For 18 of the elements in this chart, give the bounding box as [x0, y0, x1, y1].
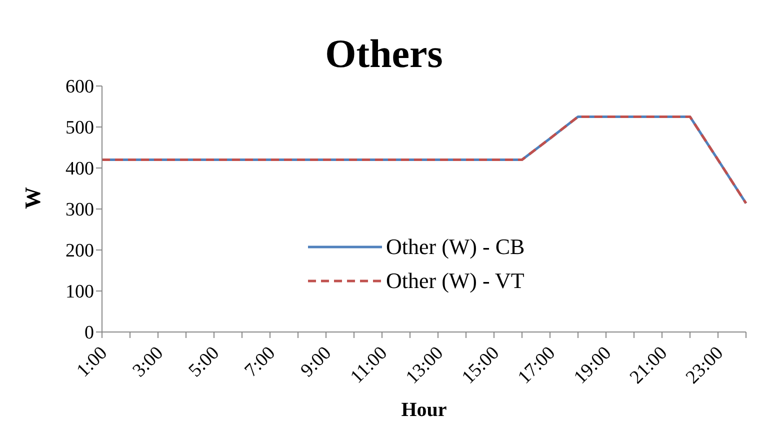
y-tick-label: 200 — [66, 240, 94, 262]
x-tick-label: 5:00 — [184, 342, 224, 382]
legend-label: Other (W) - VT — [386, 268, 524, 294]
x-axis-title: Hour — [401, 399, 447, 421]
x-tick-label: 9:00 — [296, 342, 336, 382]
legend-label: Other (W) - CB — [386, 234, 525, 260]
y-axis-title: W — [20, 187, 45, 209]
y-tick-label: 500 — [66, 118, 94, 139]
y-tick-label: 300 — [66, 200, 94, 221]
x-tick-label: 1:00 — [72, 342, 112, 382]
y-tick-label: 600 — [66, 76, 94, 98]
y-tick-label: 400 — [66, 158, 94, 180]
y-tick-label: 0 — [84, 322, 94, 344]
x-tick-label: 7:00 — [240, 342, 280, 382]
y-tick-label: 100 — [66, 282, 94, 303]
chart-title: Others — [324, 30, 444, 77]
line-series — [100, 116, 748, 205]
x-tick-label: 3:00 — [128, 342, 168, 382]
